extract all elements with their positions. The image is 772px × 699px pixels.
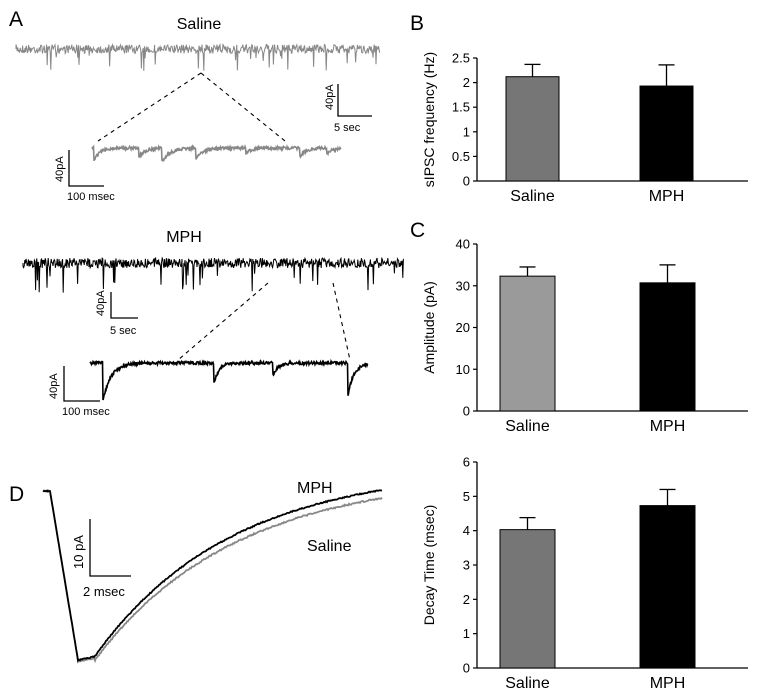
y-tick-label: 0 xyxy=(463,661,470,676)
bar-charts: B 0 0.5 1 1.5 2 2.5 sIPSC frequency (Hz) Saline M… xyxy=(410,12,748,692)
mph-trace-label: MPH xyxy=(166,229,202,246)
y-tick-label: 5 xyxy=(463,489,470,504)
y-tick-label: 40 xyxy=(456,237,470,252)
y-tick-label: 0 xyxy=(463,404,470,419)
mph-zoom-scale-bar: 40pA 100 msec xyxy=(48,366,110,418)
y-tick-label: 3 xyxy=(463,558,470,573)
bar-saline xyxy=(499,275,556,412)
y-axis-title: Amplitude (pA) xyxy=(421,281,437,374)
category-label: MPH xyxy=(650,675,686,692)
d-scale-bar: 10 pA 2 msec xyxy=(71,519,131,599)
d-scale-y-label: 10 pA xyxy=(71,535,86,569)
d-scale-x-label: 2 msec xyxy=(83,584,125,599)
y-tick-label: 2 xyxy=(463,592,470,607)
zoom-connector xyxy=(97,72,202,142)
zoom-connector xyxy=(177,282,269,361)
saline-zoom-scale-y-label: 40pA xyxy=(54,156,66,182)
y-tick-label: 2.5 xyxy=(452,51,470,66)
y-tick-label: 0.5 xyxy=(452,149,470,164)
saline-scale-x-label: 5 sec xyxy=(334,122,361,134)
mph-scale-x-label: 5 sec xyxy=(110,325,137,337)
y-tick-label: 0 xyxy=(463,174,470,189)
saline-long-trace xyxy=(15,43,381,71)
bar-chart-2: C 0 10 20 30 40 Amplitude (pA) Saline MPH xyxy=(410,219,748,435)
bar-saline xyxy=(505,76,560,182)
zoom-connector xyxy=(200,72,286,142)
y-tick-label: 20 xyxy=(456,320,470,335)
saline-scale-y-label: 40pA xyxy=(324,84,336,110)
y-tick-label: 10 xyxy=(456,362,470,377)
y-axis-title: Decay Time (msec) xyxy=(421,505,437,626)
d-mph-label: MPH xyxy=(297,480,333,497)
zoom-connector xyxy=(332,282,351,361)
category-label: Saline xyxy=(510,188,555,205)
bar-chart-1: B 0 0.5 1 1.5 2 2.5 sIPSC frequency (Hz) Saline M… xyxy=(410,12,748,205)
panel-a-traces xyxy=(15,43,404,401)
panel-d-traces xyxy=(42,489,383,664)
saline-zoom-scale-bar: 40pA 100 msec xyxy=(54,150,115,203)
category-label: Saline xyxy=(505,675,550,692)
mph-scale-bar: 40pA 5 sec xyxy=(95,290,138,337)
d-saline-label: Saline xyxy=(307,538,352,555)
y-tick-label: 1.5 xyxy=(452,100,470,115)
bar-mph xyxy=(639,282,696,412)
bar-mph xyxy=(639,85,694,182)
bar-mph xyxy=(639,505,696,669)
saline-zoom-scale-x-label: 100 msec xyxy=(67,191,115,203)
bar-saline xyxy=(499,529,556,669)
d-mph-trace xyxy=(42,489,383,663)
y-tick-label: 30 xyxy=(456,278,470,293)
panel-a-letter: A xyxy=(9,8,23,31)
category-label: Saline xyxy=(505,418,550,435)
mph-zoom-scale-y-label: 40pA xyxy=(48,373,60,399)
y-tick-label: 2 xyxy=(463,75,470,90)
category-label: MPH xyxy=(649,188,685,205)
bar-chart-3: 0 1 2 3 4 5 6 Decay Time (msec) Saline MPH xyxy=(421,455,748,692)
saline-scale-bar: 40pA 5 sec xyxy=(324,84,372,134)
d-saline-trace xyxy=(42,489,383,664)
mph-long-trace xyxy=(22,256,404,293)
y-tick-label: 1 xyxy=(463,626,470,641)
y-tick-label: 6 xyxy=(463,455,470,470)
mph-scale-y-label: 40pA xyxy=(95,290,107,316)
chart-1-letter: B xyxy=(410,12,424,35)
y-axis-title: sIPSC frequency (Hz) xyxy=(421,52,437,187)
mph-zoom-trace xyxy=(89,358,369,401)
saline-zoom-trace xyxy=(91,143,342,163)
mph-zoom-scale-x-label: 100 msec xyxy=(62,406,110,418)
panel-d-letter: D xyxy=(9,483,24,506)
category-label: MPH xyxy=(650,418,686,435)
chart-2-letter: C xyxy=(410,219,425,242)
y-tick-label: 4 xyxy=(463,523,470,538)
y-tick-label: 1 xyxy=(463,124,470,139)
saline-trace-label: Saline xyxy=(177,16,222,33)
